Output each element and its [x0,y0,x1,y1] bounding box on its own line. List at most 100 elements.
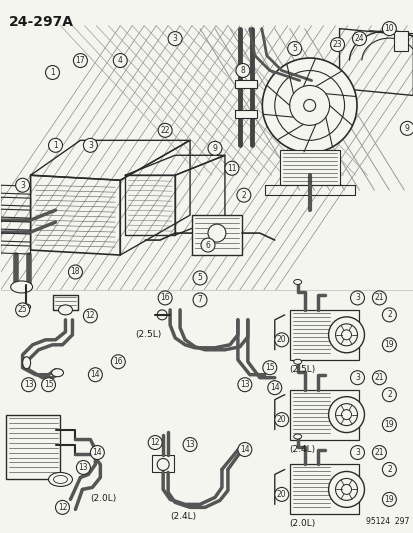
Circle shape [207,141,221,155]
Text: (2.5L): (2.5L) [289,365,315,374]
Text: 16: 16 [113,357,123,366]
Circle shape [382,463,395,477]
Circle shape [382,387,395,402]
Circle shape [262,361,276,375]
Text: 22: 22 [160,126,169,135]
Ellipse shape [293,434,301,439]
Text: (2.4L): (2.4L) [289,445,315,454]
Text: 23: 23 [332,40,342,49]
Ellipse shape [23,305,28,309]
Text: 6: 6 [205,240,210,249]
Text: (2.0L): (2.0L) [90,495,116,503]
Circle shape [224,161,238,175]
Ellipse shape [157,310,167,320]
Bar [152,455,174,472]
Circle shape [68,265,82,279]
Ellipse shape [328,472,363,507]
Ellipse shape [335,403,357,425]
Text: 12: 12 [57,503,67,512]
Circle shape [88,368,102,382]
Text: 20: 20 [276,415,286,424]
Circle shape [372,371,385,385]
Text: 13: 13 [78,463,88,472]
Circle shape [21,378,36,392]
Bar [289,464,358,514]
Circle shape [274,413,288,426]
Ellipse shape [335,324,357,346]
Ellipse shape [23,357,31,369]
Text: 14: 14 [90,370,100,379]
Circle shape [235,63,249,77]
Text: 4: 4 [118,56,122,65]
Bar [234,110,256,118]
Ellipse shape [53,475,67,483]
Circle shape [90,446,104,459]
Circle shape [350,446,363,459]
Ellipse shape [293,359,301,364]
Circle shape [287,42,301,55]
Bar [289,310,358,360]
Text: 15: 15 [44,380,53,389]
Ellipse shape [335,479,357,500]
Circle shape [55,500,69,514]
Circle shape [237,442,251,456]
Circle shape [330,38,344,52]
Text: 7: 7 [197,295,202,304]
Ellipse shape [157,458,169,471]
Text: 15: 15 [264,363,274,372]
Text: 2: 2 [386,465,391,474]
Ellipse shape [58,305,72,315]
Bar [234,80,256,88]
Circle shape [16,178,29,192]
Text: 19: 19 [384,340,393,349]
Circle shape [158,291,172,305]
Ellipse shape [328,317,363,353]
Text: 9: 9 [212,144,217,153]
Text: 11: 11 [227,164,236,173]
Text: 14: 14 [240,445,249,454]
Circle shape [236,188,250,202]
Text: (2.4L): (2.4L) [170,512,196,521]
Text: 17: 17 [76,56,85,65]
Text: 12: 12 [150,438,159,447]
Text: 13: 13 [24,380,33,389]
Text: 12: 12 [85,311,95,320]
Ellipse shape [11,281,33,293]
Ellipse shape [21,304,31,310]
Text: 3: 3 [354,448,359,457]
Bar [6,415,60,480]
Text: 2: 2 [386,310,391,319]
Circle shape [83,139,97,152]
Text: 20: 20 [276,335,286,344]
Circle shape [372,446,385,459]
Text: 5: 5 [292,44,297,53]
Ellipse shape [328,397,363,433]
Ellipse shape [341,330,351,340]
Circle shape [83,309,97,323]
Text: 2: 2 [386,390,391,399]
Ellipse shape [51,369,63,377]
Circle shape [41,378,55,392]
Ellipse shape [207,224,225,242]
Text: 14: 14 [269,383,279,392]
Ellipse shape [274,70,344,140]
Text: 21: 21 [374,373,383,382]
Circle shape [48,139,62,152]
Text: 19: 19 [384,495,393,504]
Ellipse shape [262,58,356,153]
Text: (2.5L): (2.5L) [135,330,161,339]
Text: 3: 3 [172,34,177,43]
Circle shape [148,435,162,449]
Text: 3: 3 [354,294,359,302]
Text: 18: 18 [71,268,80,277]
Bar [279,150,339,185]
Circle shape [351,31,366,46]
Text: 24: 24 [354,34,363,43]
Circle shape [45,66,59,79]
Circle shape [372,291,385,305]
Circle shape [76,461,90,474]
Text: 3: 3 [88,141,93,150]
Circle shape [382,308,395,322]
Ellipse shape [293,279,301,285]
Text: 16: 16 [160,294,170,302]
